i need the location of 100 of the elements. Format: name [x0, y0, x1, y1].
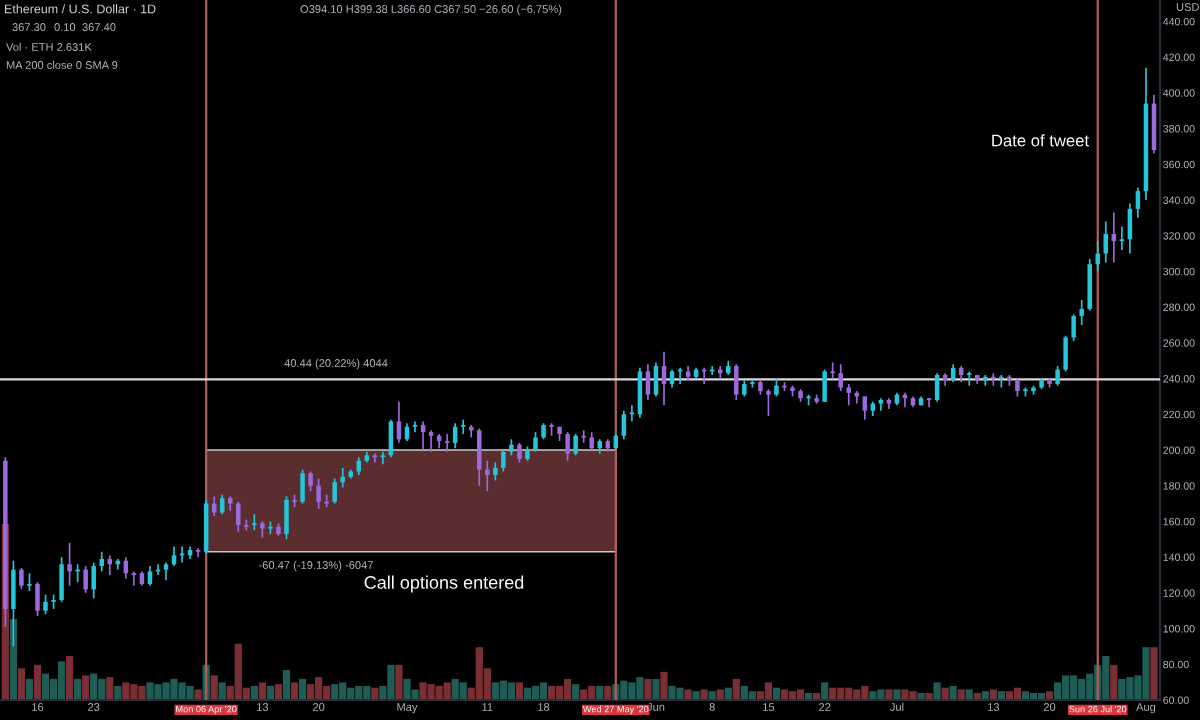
bar — [515, 682, 524, 700]
candlestick — [460, 418, 466, 435]
bar — [170, 678, 178, 700]
candlestick — [485, 459, 490, 492]
bar — [106, 677, 114, 700]
bar — [965, 689, 973, 700]
candlestick — [308, 470, 313, 492]
bar — [1086, 673, 1094, 700]
candlestick — [35, 581, 40, 617]
candlestick — [734, 363, 739, 401]
bar — [909, 691, 917, 700]
bar — [684, 689, 692, 700]
candlestick — [67, 542, 72, 587]
bar — [989, 689, 997, 700]
candlestick — [1135, 186, 1141, 219]
bar — [1070, 675, 1078, 700]
candlestick — [1063, 334, 1068, 373]
candlestick — [83, 565, 88, 594]
bar — [41, 673, 50, 700]
bar — [821, 682, 829, 700]
bar — [234, 643, 242, 700]
bar — [339, 682, 347, 700]
bar — [146, 682, 154, 700]
candlestick — [211, 495, 217, 517]
bar — [162, 682, 170, 700]
bar — [732, 678, 740, 700]
candlestick — [629, 404, 635, 423]
candlestick — [645, 363, 651, 401]
candlestick — [501, 449, 506, 473]
bar — [122, 682, 130, 700]
candlestick — [340, 467, 345, 489]
candlestick — [219, 493, 225, 516]
bar — [306, 684, 315, 700]
bar — [82, 675, 90, 700]
bar — [459, 682, 467, 700]
bar — [957, 689, 965, 700]
annotation: Date of tweet — [992, 134, 1089, 147]
candlestick — [19, 567, 24, 591]
bar — [1150, 647, 1158, 700]
candlestick — [533, 431, 538, 453]
candlestick — [477, 427, 482, 487]
bar — [298, 678, 307, 700]
candlestick — [822, 368, 827, 403]
candlestick — [838, 363, 843, 392]
bar — [331, 684, 339, 700]
bar — [1126, 677, 1134, 700]
bar — [435, 685, 443, 700]
bar — [387, 664, 395, 700]
bar — [290, 682, 299, 700]
bar — [620, 680, 628, 700]
bar — [210, 675, 218, 700]
candlestick — [830, 361, 835, 380]
candlestick — [99, 550, 104, 573]
candlestick — [300, 468, 305, 505]
bar — [274, 684, 283, 700]
bar — [539, 682, 548, 700]
bar — [17, 668, 26, 700]
bar — [925, 692, 933, 700]
bar — [1118, 678, 1126, 700]
bar — [716, 689, 724, 700]
bar — [90, 673, 98, 700]
candlestick — [91, 561, 96, 600]
candlestick — [926, 397, 932, 408]
bar — [194, 689, 202, 700]
bar — [403, 678, 411, 700]
bar — [258, 682, 266, 700]
bar — [419, 682, 427, 700]
bar — [9, 619, 17, 700]
bar — [580, 689, 588, 700]
candlestick — [396, 400, 402, 444]
bar — [877, 689, 885, 700]
candlestick — [412, 420, 418, 433]
candlestick — [1087, 258, 1092, 312]
candlestick — [653, 361, 659, 398]
bar — [138, 685, 146, 700]
candlestick — [766, 388, 771, 417]
candlestick — [573, 433, 578, 457]
bar — [178, 682, 186, 700]
bar — [668, 685, 676, 700]
bar — [218, 682, 226, 700]
bar — [628, 682, 636, 700]
candlestick — [236, 500, 241, 533]
bar — [764, 682, 773, 700]
bar — [395, 664, 403, 700]
candlestick — [59, 556, 64, 603]
candlestick — [171, 545, 177, 567]
bar — [901, 689, 909, 700]
bar — [1078, 678, 1086, 700]
bar — [885, 689, 893, 700]
bar — [315, 677, 323, 700]
candlestick — [565, 431, 570, 462]
bar — [893, 689, 901, 700]
bar — [451, 678, 459, 700]
bar — [491, 682, 499, 700]
bar — [74, 678, 82, 700]
bar — [282, 670, 291, 700]
candlestick — [862, 395, 868, 421]
bar — [1102, 656, 1110, 700]
bar — [33, 664, 42, 700]
bar — [1110, 664, 1118, 700]
